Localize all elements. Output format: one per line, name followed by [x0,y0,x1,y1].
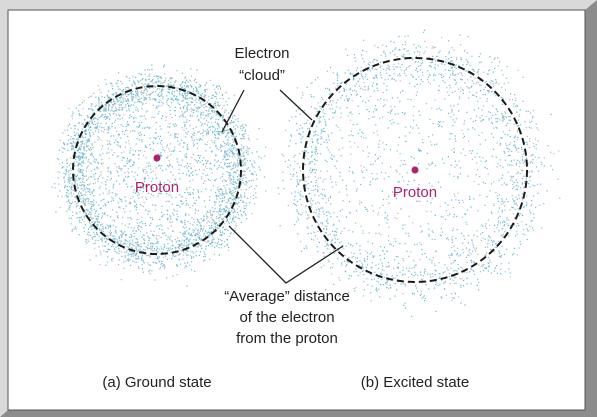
proton-label: Proton [393,184,437,201]
callout-text: Electron [234,45,289,62]
ground-orbit [72,85,242,255]
proton-dot [153,154,161,162]
callout-text: of the electron [239,309,334,326]
callout-line [228,225,344,284]
caption: (a) Ground state [102,374,211,391]
proton-label: Proton [135,179,179,196]
excited-orbit [302,57,528,283]
callout-text: “cloud” [239,67,285,84]
callout-text: “Average” distance [224,288,350,305]
callout-lines [221,89,344,284]
callout-line [279,89,313,121]
proton-dot [411,166,419,174]
callout-line [221,89,245,133]
caption: (b) Excited state [361,374,469,391]
callout-text: from the proton [236,330,338,347]
